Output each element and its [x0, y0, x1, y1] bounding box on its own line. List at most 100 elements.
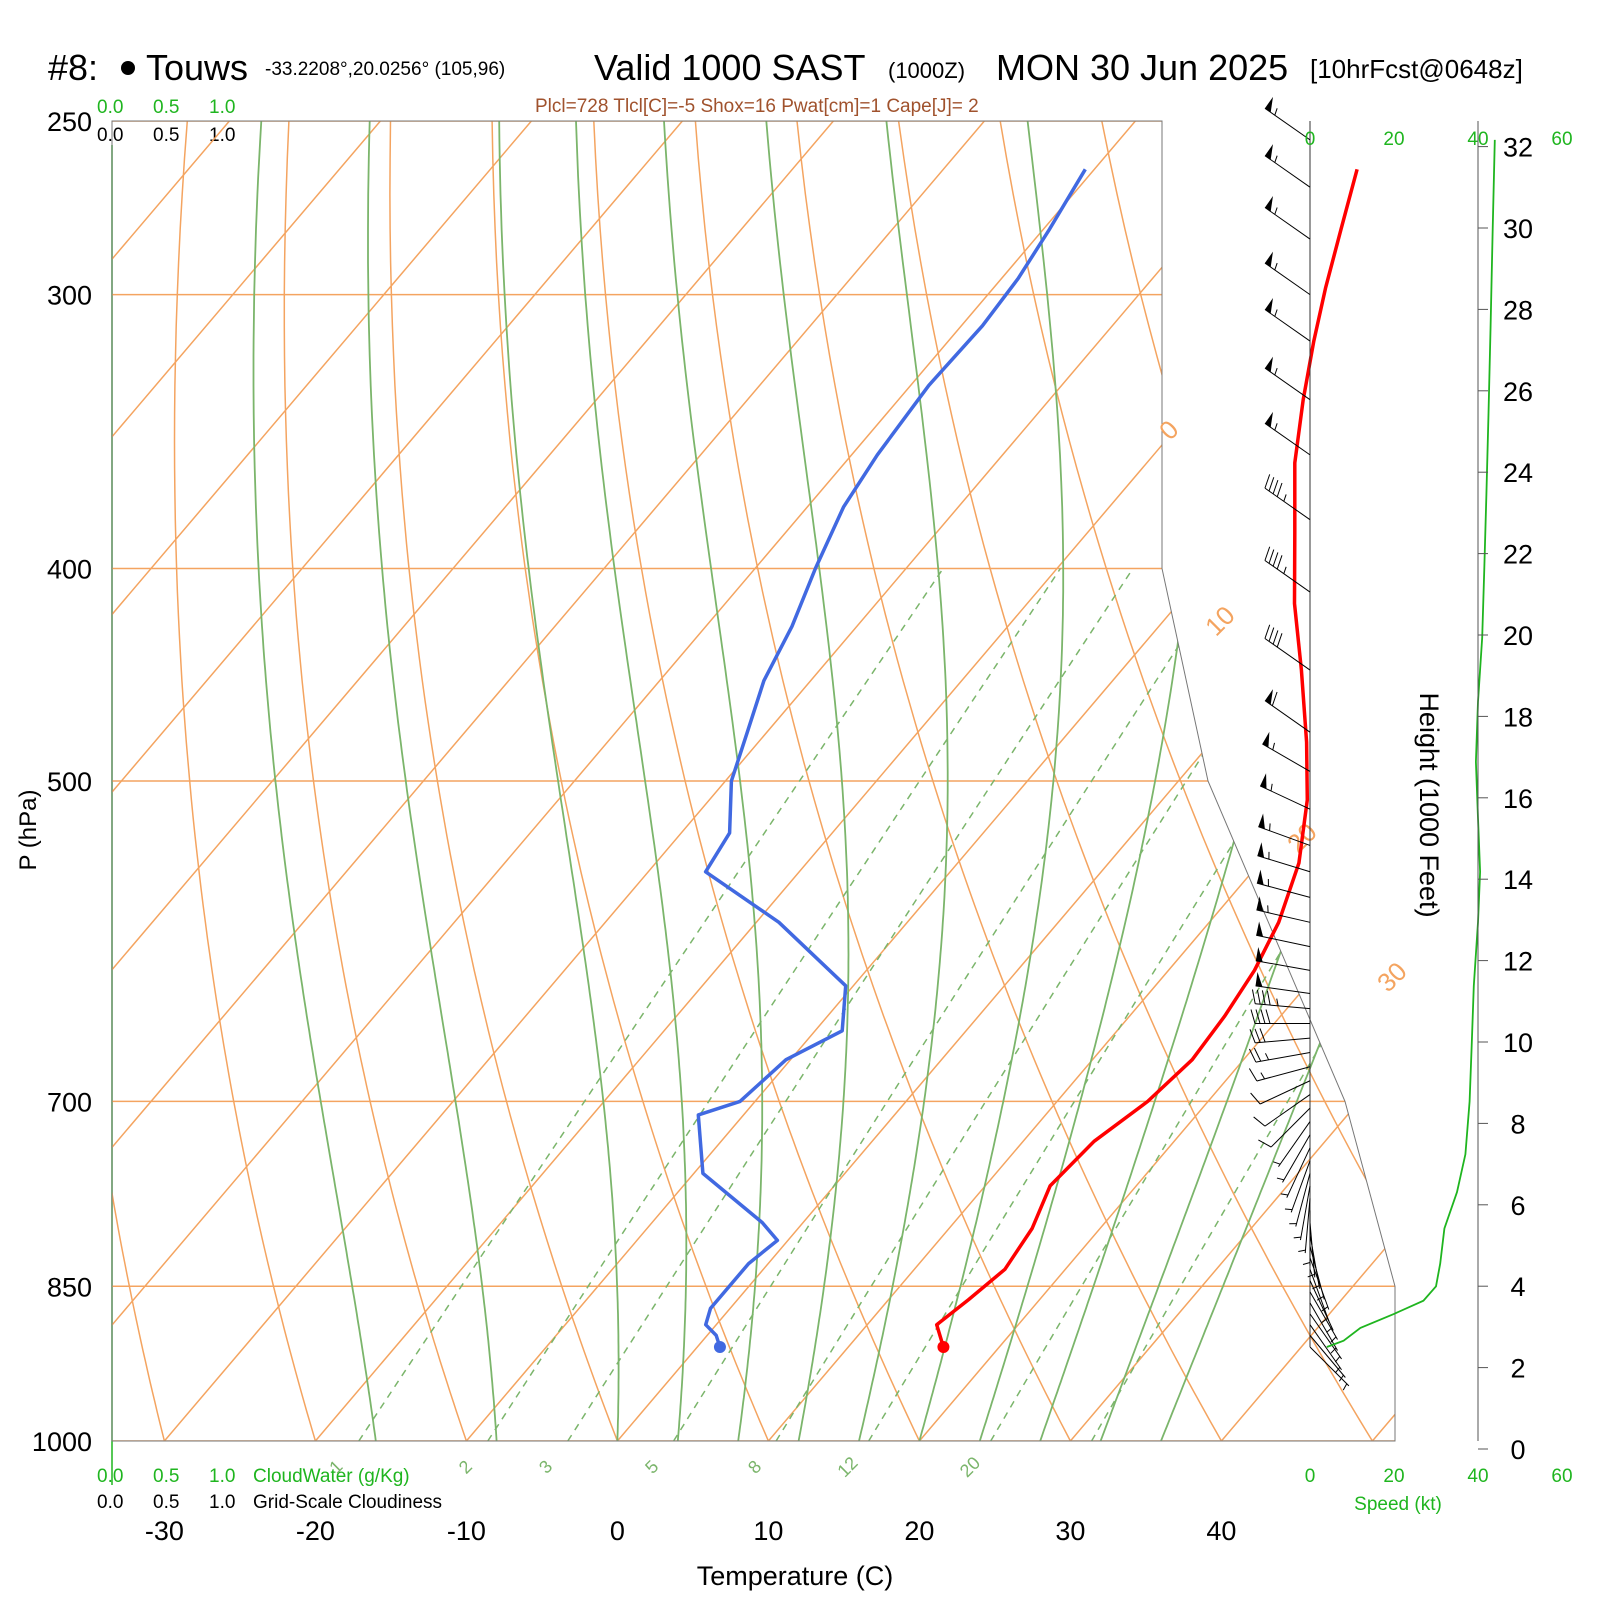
wind-barb-flag — [1264, 356, 1273, 373]
mixing-ratio-line — [775, 568, 1322, 1441]
wind-barb-staff — [1259, 1080, 1311, 1105]
wind-barb-feather — [1265, 1009, 1271, 1024]
height-tick-label: 22 — [1503, 540, 1533, 570]
wind-barb — [1307, 1222, 1316, 1278]
wind-barb-half-feather — [1330, 1336, 1337, 1343]
pressure-tick-label: 400 — [47, 555, 92, 585]
wind-barb-half-feather — [1274, 262, 1278, 271]
cloudwater-tick-bottom: 0.0 — [97, 1466, 123, 1487]
wind-barb-flag — [1264, 689, 1273, 705]
wind-barb — [1289, 1173, 1311, 1227]
height-tick-label: 6 — [1510, 1191, 1525, 1221]
wind-barb — [1309, 1346, 1350, 1391]
wind-barb-feather — [1272, 479, 1279, 495]
height-axis-label: Height (1000 Feet) — [1414, 692, 1444, 917]
height-tick-label: 30 — [1503, 214, 1533, 244]
speed-profile-line — [1326, 139, 1496, 1348]
wind-barb-half-feather — [1270, 783, 1273, 792]
wind-barb-flag — [1260, 773, 1267, 789]
wind-barb-flag — [1255, 947, 1263, 963]
dry-adiabat — [888, 121, 1395, 1441]
isotherm — [275, 121, 1395, 1441]
pressure-tick-label: 700 — [47, 1087, 92, 1117]
cloudiness-tick-bottom: 1.0 — [209, 1492, 235, 1513]
station-marker-icon — [121, 61, 135, 75]
wind-barb — [1251, 989, 1311, 1010]
wind-barb-flag — [1256, 869, 1264, 885]
cloudwater-tick-bottom: 1.0 — [209, 1466, 235, 1487]
isotherm — [124, 121, 1355, 1441]
wind-barb-half-feather — [1321, 1317, 1329, 1323]
wind-barb — [1250, 1009, 1310, 1024]
wind-barb-half-feather — [1276, 998, 1279, 1006]
speed-tick-bottom: 40 — [1467, 1466, 1488, 1487]
mixing-ratio-label: 12 — [833, 1453, 861, 1481]
wind-barb-half-feather — [1283, 494, 1287, 502]
wind-barb-staff — [1255, 960, 1311, 971]
valid-time: Valid 1000 SAST — [594, 47, 866, 88]
forecast-info: [10hrFcst@0648z] — [1310, 54, 1523, 84]
wind-barb-staff — [1255, 985, 1311, 994]
wind-barb-staff — [1256, 934, 1311, 948]
thermo-grid — [112, 42, 1600, 1488]
wind-barb — [1264, 624, 1311, 671]
wind-barb-half-feather — [1316, 1296, 1324, 1301]
speed-tick-bottom: 60 — [1551, 1466, 1572, 1487]
wind-barb — [1280, 1147, 1311, 1198]
wind-barb-staff — [1256, 1066, 1311, 1082]
speed-tick-bottom: 20 — [1383, 1466, 1404, 1487]
dry-adiabat — [1583, 42, 1600, 1488]
wind-barb-half-feather — [1273, 1161, 1281, 1165]
wind-barb-half-feather — [1274, 423, 1278, 431]
wind-barb-staff — [1264, 638, 1311, 671]
wind-barb-half-feather — [1334, 1356, 1341, 1363]
wind-barb-feather — [1253, 1047, 1262, 1062]
wind-barb-half-feather — [1298, 1249, 1306, 1252]
wind-barb-staff — [1259, 785, 1311, 810]
wind-barb — [1293, 1185, 1311, 1241]
speed-tick-top: 60 — [1551, 129, 1572, 150]
header: #8: Touws -33.2208°,20.0256° (105,96) Va… — [48, 47, 1523, 117]
wind-barb — [1264, 196, 1311, 240]
wind-barb — [1309, 1313, 1342, 1363]
wind-barb-feather — [1264, 624, 1271, 639]
mixing-ratio-line — [567, 568, 1134, 1441]
isotherm — [112, 121, 600, 1441]
wind-barb-staff — [1270, 1107, 1311, 1148]
speed-tick-top: 0 — [1305, 129, 1316, 150]
wind-barb — [1256, 869, 1311, 898]
wind-barb-flag — [1255, 971, 1263, 987]
height-tick-label: 2 — [1510, 1354, 1525, 1384]
wind-barb-feather — [1268, 627, 1275, 642]
station-coords: -33.2208°,20.0256° (105,96) — [265, 59, 505, 80]
wind-barb-half-feather — [1302, 1262, 1311, 1265]
x-axis-label: Temperature (C) — [697, 1561, 894, 1591]
dry-adiabat — [112, 121, 178, 1441]
mixing-ratio-line — [672, 568, 1230, 1441]
wind-barb-feather — [1248, 1068, 1258, 1082]
wind-barb — [1264, 144, 1311, 188]
pressure-tick-label: 500 — [47, 767, 92, 797]
wind-barb-half-feather — [1312, 1285, 1320, 1290]
temperature-tick-label: -10 — [447, 1516, 486, 1546]
station-name: Touws — [146, 47, 248, 88]
isotherm — [112, 121, 1204, 1441]
mixing-ratio-line — [1090, 568, 1395, 1441]
moist-adiabat — [1082, 121, 1395, 1441]
moist-adiabat — [575, 121, 688, 1441]
wind-barb-feather — [1261, 990, 1266, 1005]
temperature-tick-label: 20 — [904, 1516, 934, 1546]
wind-barb-flag — [1262, 731, 1270, 748]
wind-barb-staff — [1282, 1134, 1311, 1183]
wind-barb-staff — [1309, 1280, 1334, 1331]
wind-barb — [1257, 842, 1311, 873]
wind-barb — [1253, 1094, 1311, 1127]
wind-barb-staff — [1309, 1313, 1342, 1360]
y-axis-label: P (hPa) — [15, 790, 42, 871]
wind-barb-half-feather — [1274, 155, 1278, 163]
moist-adiabat — [498, 121, 620, 1441]
mixing-ratio-label: 2 — [455, 1456, 476, 1477]
wind-barb-half-feather — [1338, 1374, 1344, 1382]
wind-barb — [1276, 1134, 1311, 1183]
